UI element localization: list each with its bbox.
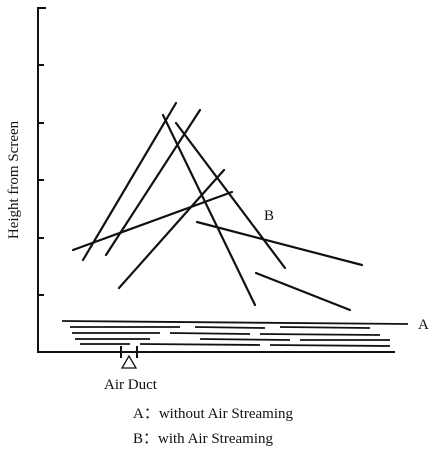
axis-label: Height from Screen — [6, 120, 22, 239]
trajectory — [161, 113, 257, 307]
trajectories-b — [71, 101, 364, 312]
trajectory — [254, 271, 352, 312]
trajectory — [61, 320, 409, 325]
trajectory — [117, 168, 226, 290]
trajectory — [269, 344, 391, 347]
axes — [37, 7, 395, 353]
legend-b: B：with Air Streaming — [133, 431, 273, 447]
air-duct — [120, 346, 138, 369]
duct-marker — [120, 354, 138, 369]
duct-bracket — [120, 346, 138, 358]
trajectory — [199, 338, 291, 341]
label-b: B — [264, 208, 274, 224]
trajectory — [195, 220, 364, 267]
trajectory — [194, 326, 266, 329]
trajectory — [279, 326, 371, 329]
trajectory — [174, 121, 287, 270]
trajectory — [169, 332, 251, 335]
trajectory — [259, 333, 381, 336]
trajectories-a — [61, 320, 409, 347]
trajectory — [71, 190, 234, 252]
legend-a: A：without Air Streaming — [133, 406, 293, 422]
duct-label: Air Duct — [104, 377, 158, 393]
trajectory — [81, 101, 178, 262]
label-a: A — [418, 317, 429, 333]
trajectory — [139, 343, 261, 346]
